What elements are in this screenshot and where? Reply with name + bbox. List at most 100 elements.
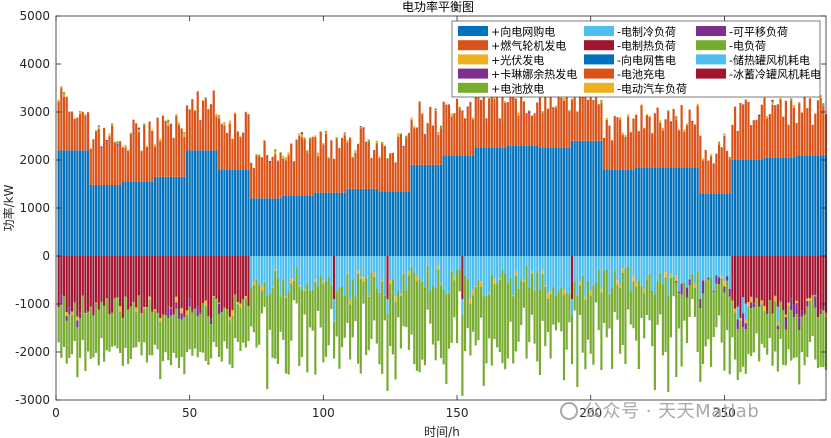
bar-hour-222 (648, 115, 651, 321)
bar-hour-165 (496, 96, 499, 348)
cooling-load-bar-165 (496, 256, 499, 284)
electric-load-bar-106 (338, 287, 341, 369)
shiftable-load-bar-237 (688, 279, 691, 286)
grid-purchase-bar-105 (335, 192, 338, 256)
ev-load-bar-269 (774, 295, 777, 302)
electric-load-bar-28 (129, 306, 132, 359)
gas-turbine-bar-71 (244, 112, 247, 170)
battery-discharge-bar-252 (728, 156, 731, 159)
grid-purchase-bar-240 (696, 167, 699, 256)
cooling-load-bar-85 (282, 256, 285, 280)
bar-hour-151 (458, 106, 461, 292)
heat-load-bar-31 (137, 256, 140, 296)
grid-purchase-bar-223 (651, 167, 654, 256)
electric-load-bar-87 (287, 291, 290, 375)
legend-swatch-10 (584, 68, 614, 79)
bar-hour-273 (784, 100, 787, 366)
electric-load-bar-95 (308, 290, 312, 328)
grid-purchase-bar-51 (191, 150, 194, 256)
electric-load-bar-74 (252, 285, 255, 333)
shiftable-load-bar-261 (752, 303, 755, 308)
grid-purchase-bar-40 (161, 176, 165, 256)
gas-turbine-bar-171 (512, 94, 515, 146)
grid-purchase-bar-118 (370, 188, 373, 256)
electric-load-bar-97 (314, 282, 317, 375)
gas-turbine-bar-183 (544, 95, 547, 148)
gas-turbine-bar-197 (581, 84, 584, 141)
gas-turbine-bar-38 (156, 118, 159, 177)
grid-purchase-bar-187 (554, 148, 558, 256)
ev-load-bar-49 (185, 310, 189, 315)
bar-hour-201 (592, 99, 595, 365)
bar-hour-2 (60, 86, 63, 358)
pv-bar-187 (554, 105, 558, 108)
bar-hour-145 (442, 101, 445, 365)
grid-purchase-bar-228 (664, 167, 667, 256)
gas-turbine-bar-46 (177, 125, 181, 177)
grid-purchase-bar-8 (76, 150, 79, 256)
grid-purchase-bar-161 (485, 148, 488, 256)
gas-turbine-bar-211 (619, 119, 622, 170)
gas-turbine-bar-174 (520, 89, 523, 146)
electric-load-bar-135 (415, 281, 419, 371)
bar-hour-111 (351, 156, 354, 338)
bar-hour-37 (153, 144, 157, 345)
gas-turbine-bar-24 (119, 141, 122, 185)
electric-load-bar-67 (234, 294, 237, 339)
bar-hour-30 (135, 123, 138, 348)
grid-purchase-bar-274 (787, 157, 790, 256)
grid-purchase-bar-155 (469, 155, 472, 256)
cooling-load-bar-168 (504, 256, 507, 274)
heat-load-bar-35 (148, 256, 151, 297)
pv-bar-143 (437, 133, 440, 135)
ev-load-bar-39 (159, 317, 162, 322)
bar-hour-18 (103, 127, 106, 362)
cooling-load-bar-143 (437, 256, 440, 266)
bar-hour-84 (279, 152, 282, 332)
electric-load-bar-77 (260, 291, 263, 314)
cooling-load-bar-169 (506, 256, 509, 284)
battery-discharge-bar-193 (570, 98, 574, 100)
electric-load-bar-170 (509, 277, 512, 322)
bar-hour-286 (819, 95, 822, 367)
electric-load-bar-204 (600, 292, 603, 371)
battery-discharge-bar-84 (279, 152, 282, 154)
gas-turbine-bar-125 (389, 153, 392, 192)
bar-hour-215 (629, 131, 632, 325)
gas-turbine-bar-114 (359, 128, 362, 189)
gas-turbine-bar-77 (260, 157, 263, 199)
grid-purchase-bar-214 (627, 169, 630, 256)
electric-load-bar-193 (570, 315, 574, 365)
gas-turbine-bar-226 (659, 122, 662, 168)
gas-turbine-bar-264 (760, 104, 763, 160)
electric-load-bar-230 (669, 277, 673, 338)
cooling-load-bar-158 (477, 256, 480, 281)
ev-load-bar-221 (645, 278, 648, 280)
gas-turbine-bar-22 (113, 142, 116, 185)
bar-hour-264 (760, 104, 763, 344)
grid-purchase-bar-177 (528, 145, 531, 256)
gas-turbine-bar-141 (431, 125, 435, 165)
grid-purchase-bar-94 (306, 196, 309, 256)
electric-load-bar-189 (560, 287, 563, 332)
gas-turbine-bar-26 (124, 147, 127, 182)
cooling-load-bar-116 (365, 256, 368, 279)
heat-load-bar-26 (124, 256, 127, 297)
gas-turbine-bar-184 (546, 108, 550, 148)
gas-turbine-bar-99 (319, 131, 322, 193)
grid-purchase-bar-252 (728, 193, 731, 256)
heat-load-bar-6 (70, 256, 74, 312)
gas-turbine-bar-57 (207, 109, 210, 151)
bar-hour-160 (482, 84, 485, 386)
electric-load-bar-128 (397, 290, 400, 318)
pv-bar-47 (180, 128, 183, 130)
electric-load-bar-21 (111, 312, 114, 347)
grid-purchase-bar-36 (151, 181, 154, 256)
kalina-bar-108 (343, 132, 346, 134)
electric-load-bar-4 (65, 320, 68, 364)
grid-purchase-bar-149 (453, 155, 456, 256)
grid-purchase-bar-234 (680, 167, 683, 256)
grid-purchase-bar-131 (405, 191, 408, 256)
electric-load-bar-200 (589, 295, 592, 354)
gas-turbine-bar-189 (560, 97, 563, 148)
